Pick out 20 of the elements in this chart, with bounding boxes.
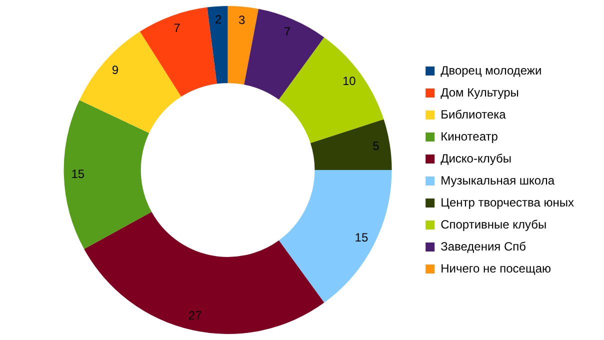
legend-label: Дом Культуры	[440, 85, 519, 100]
legend-label: Спортивные клубы	[440, 217, 547, 232]
legend-label: Заведения Спб	[440, 239, 526, 254]
legend-label: Центр творчества юных	[440, 195, 574, 210]
data-label: 2	[215, 12, 222, 27]
legend-label: Библиотека	[440, 107, 506, 122]
legend-label: Ничего не посещаю	[440, 261, 552, 276]
legend-label: Диско-клубы	[440, 151, 512, 166]
data-label: 7	[284, 24, 292, 39]
data-label: 10	[342, 74, 356, 88]
data-label: 15	[71, 167, 85, 182]
data-label: 9	[112, 63, 119, 78]
data-label: 3	[238, 12, 246, 27]
data-label: 7	[174, 21, 181, 36]
legend-label: Дворец молодежи	[440, 63, 542, 78]
legend-label: Музыкальная школа	[440, 173, 555, 188]
legend-label: Кинотеатр	[440, 129, 498, 144]
data-label: 15	[354, 230, 368, 244]
data-label: 5	[372, 138, 380, 153]
data-label: 27	[188, 308, 202, 323]
